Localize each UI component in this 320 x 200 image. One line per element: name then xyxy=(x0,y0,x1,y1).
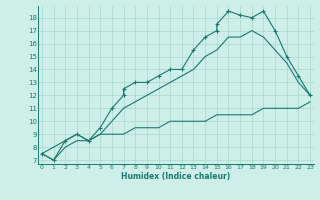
X-axis label: Humidex (Indice chaleur): Humidex (Indice chaleur) xyxy=(121,172,231,181)
